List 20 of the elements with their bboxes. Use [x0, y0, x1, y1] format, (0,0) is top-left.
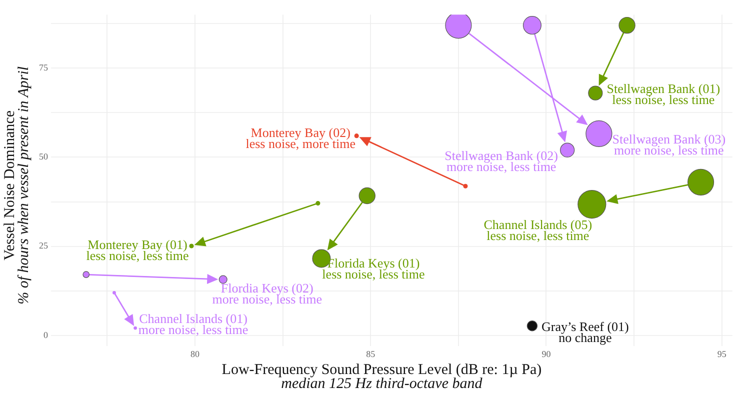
x-axis-title: Low-Frequency Sound Pressure Level (dB re: 1µ Pa) median 125 Hz third-octave band — [222, 362, 542, 392]
annotation: Monterey Bay (02) less noise, more time — [246, 124, 356, 151]
annotation: Channel Islands (01) more noise, less time — [138, 310, 248, 337]
y-tick-label: 75 — [39, 62, 48, 72]
annotation: Gray’s Reef (01) no change — [542, 318, 629, 345]
annotation: Monterey Bay (01) less noise, less time — [86, 236, 189, 263]
y-tick-label: 50 — [39, 152, 48, 162]
annotation: Stellwagen Bank (02) more noise, less time — [444, 148, 558, 174]
annotation: Florida Keys (01) less noise, less time — [322, 255, 425, 282]
x-tick-label: 95 — [717, 348, 727, 359]
annotation: Stellwagen Bank (01) less noise, less time — [606, 80, 720, 107]
annotation: Channel Islands (05) less noise, less time — [484, 217, 592, 244]
y-tick-label: 0 — [44, 330, 48, 340]
x-tick-label: 80 — [190, 348, 200, 359]
annotation: Flordia Keys (02) more noise, less time — [212, 280, 322, 306]
y-tick-label: 25 — [39, 240, 48, 251]
y-axis-title: Vessel Noise Dominance % of hours when vessel present in April — [2, 66, 32, 304]
x-tick-label: 90 — [542, 348, 552, 359]
x-tick-label: 85 — [366, 348, 376, 359]
annotation: Stellwagen Bank (03) more noise, less time — [612, 132, 726, 158]
